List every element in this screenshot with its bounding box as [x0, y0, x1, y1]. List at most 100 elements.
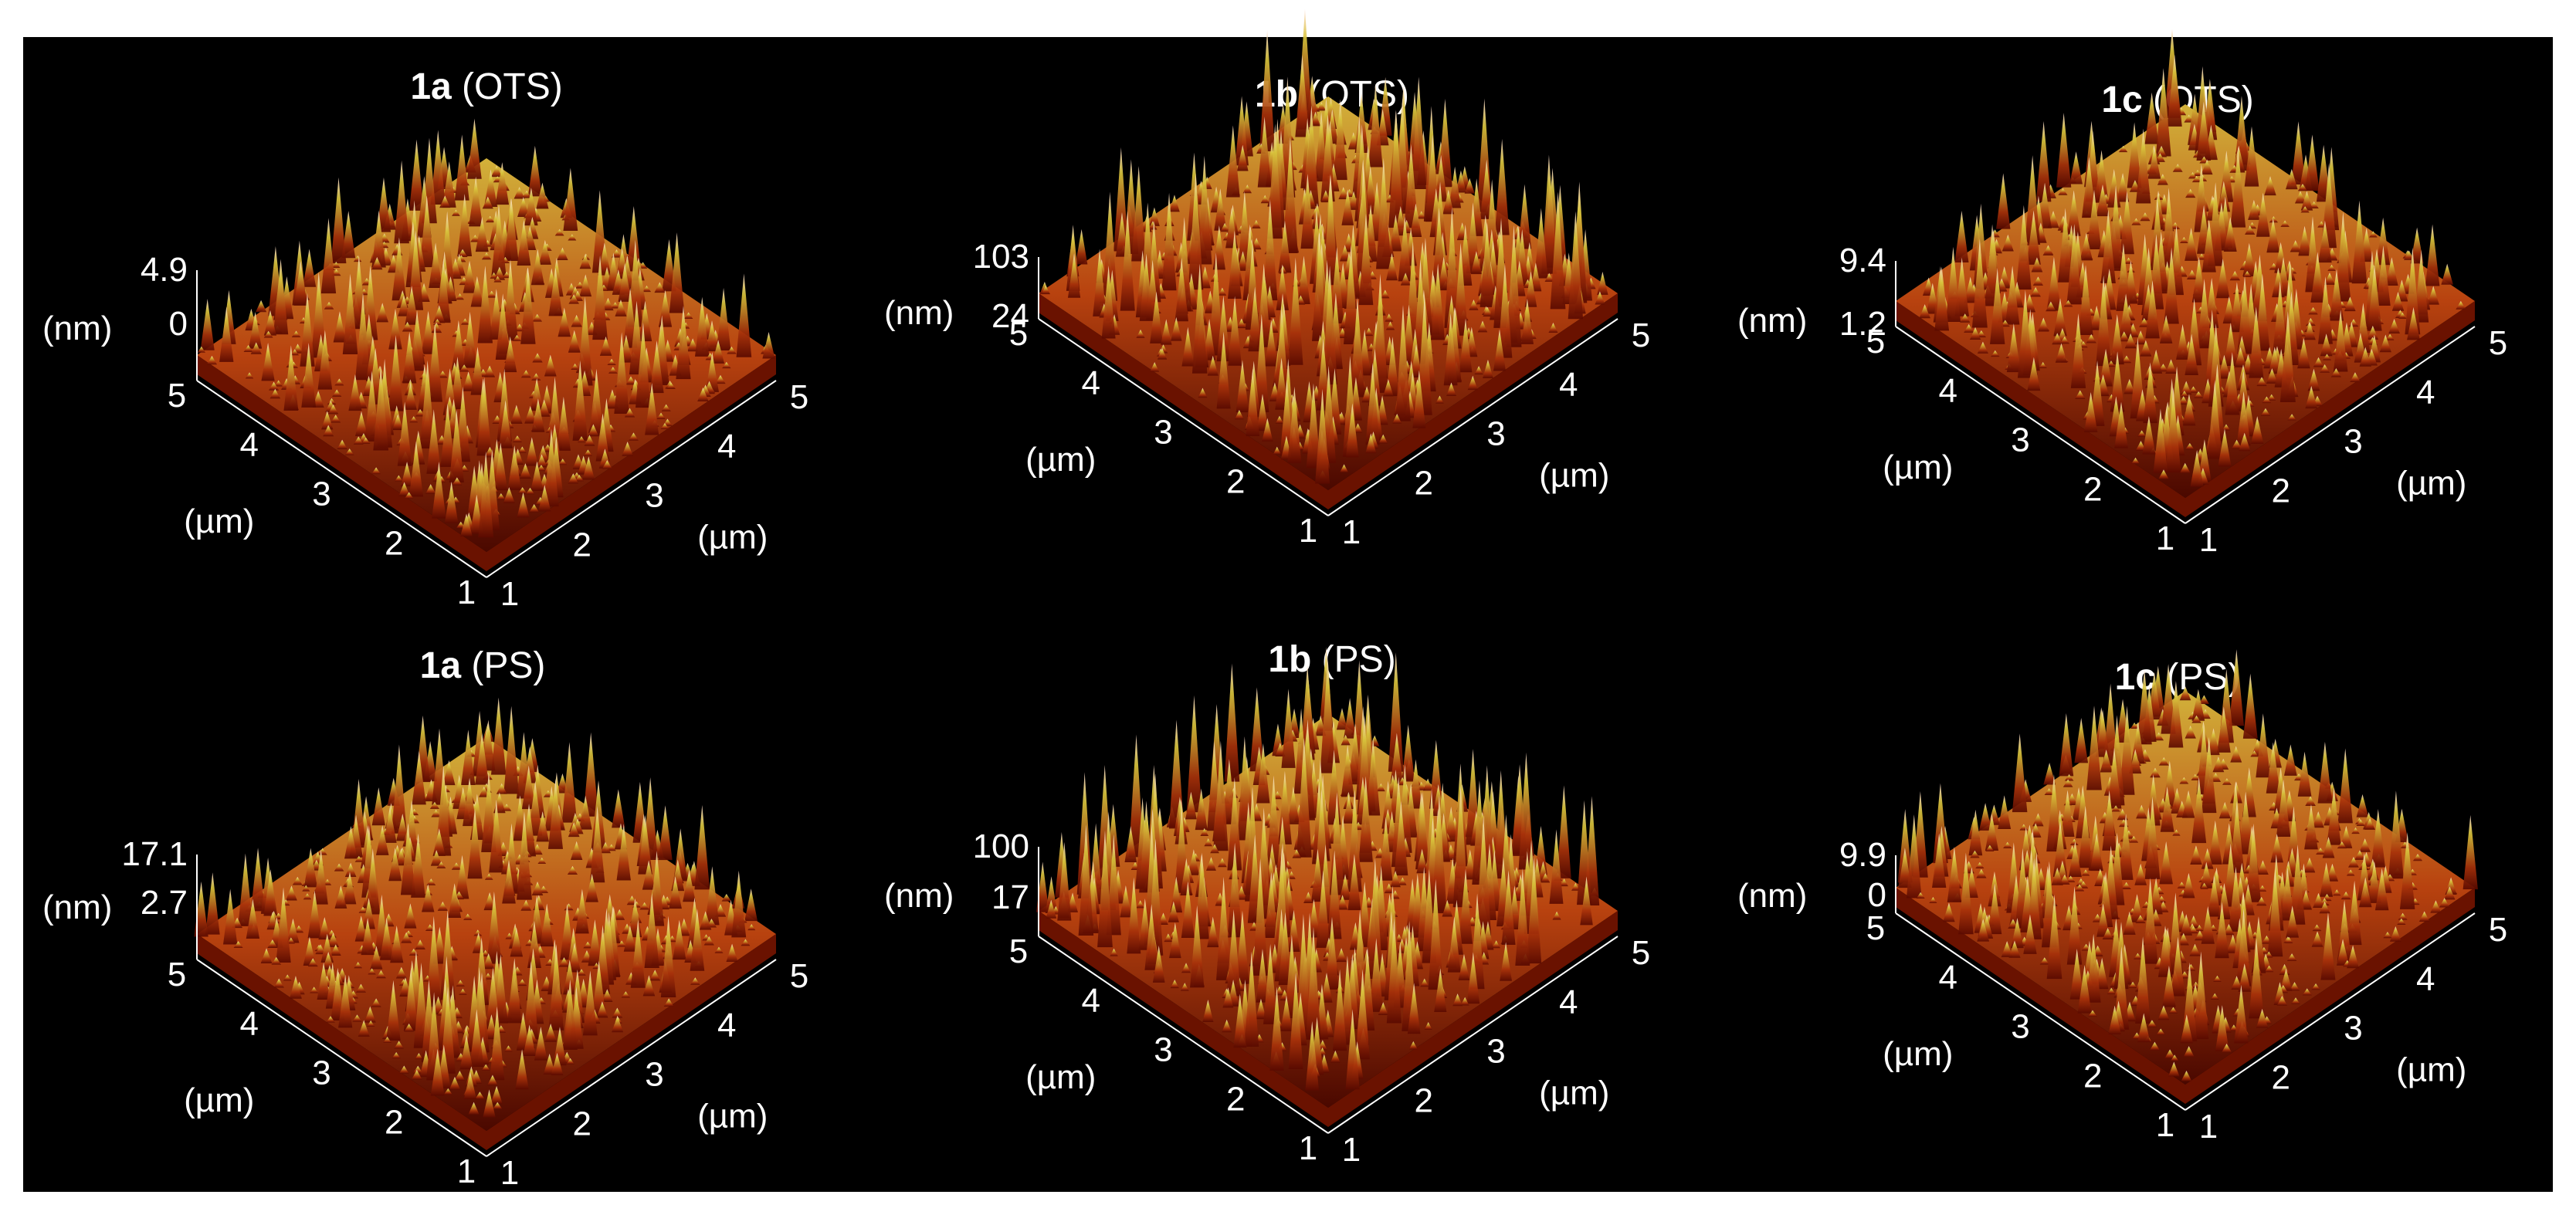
x-tick-label: 2: [1226, 1080, 1245, 1118]
x-tick-label: 2: [2083, 470, 2102, 508]
x-axis-line: [1038, 318, 1329, 516]
x-tick-label: 3: [1154, 1031, 1172, 1069]
y-tick-label: 5: [1632, 934, 1650, 972]
z-unit-label: (nm): [42, 310, 112, 347]
surface-texture: [1035, 647, 1600, 1091]
x-tick-label: 3: [2011, 421, 2029, 459]
y-tick-label: 2: [1415, 1081, 1433, 1119]
y-tick-label: 4: [1559, 366, 1578, 404]
z-unit-label: (nm): [884, 294, 954, 332]
x-unit-label: (µm): [1883, 448, 1953, 486]
y-tick-label: 4: [2416, 374, 2435, 411]
z-tick-label: 100: [973, 827, 1029, 865]
x-tick-label: 5: [1009, 315, 1028, 353]
y-tick-label: 5: [790, 957, 808, 995]
surface-texture: [194, 697, 758, 1118]
panel-substrate-label: (PS): [2166, 657, 2240, 698]
z-tick-label: 4.9: [141, 251, 188, 289]
afm-panel: 1b (PS) 100 17 (nm) 5 4 3 2 1 1 2 3 4 5 (µm) (µm): [884, 639, 1650, 1169]
y-tick-label: 5: [790, 378, 808, 416]
y-tick-label: 1: [1342, 1131, 1361, 1169]
x-tick-label: 2: [2083, 1057, 2102, 1095]
x-tick-label: 2: [385, 524, 403, 562]
y-axis-line: [2185, 326, 2476, 524]
z-tick-label: 17: [991, 878, 1029, 916]
x-tick-label: 3: [312, 476, 330, 513]
x-tick-label: 3: [312, 1054, 330, 1092]
x-tick-label: 3: [1154, 414, 1172, 452]
x-axis-line: [1895, 326, 2186, 524]
y-tick-label: 5: [1632, 316, 1650, 354]
y-tick-label: 2: [573, 1105, 591, 1142]
x-axis-line: [196, 959, 487, 1157]
x-tick-label: 2: [385, 1103, 403, 1141]
x-tick-label: 5: [1866, 323, 1885, 360]
y-tick-label: 2: [2272, 1058, 2290, 1096]
panel-title: 1c (PS): [2115, 657, 2241, 698]
afm-panel: 1a (OTS) 4.9 0 (nm) 5 4 3 2 1 1 2 3 4 5 (µm) (µm): [42, 66, 808, 613]
x-axis-line: [1895, 912, 2186, 1111]
x-tick-label: 4: [1082, 982, 1100, 1020]
y-tick-label: 4: [717, 1007, 736, 1044]
x-tick-label: 5: [168, 377, 186, 415]
z-tick-label: 24: [991, 297, 1029, 335]
y-axis-line: [486, 959, 777, 1157]
panel-title: 1b (PS): [1268, 639, 1395, 680]
y-unit-label: (µm): [1539, 1074, 1609, 1112]
x-unit-label: (µm): [184, 1081, 254, 1119]
panel-sample-label: 1c: [2101, 80, 2142, 120]
z-unit-label: (nm): [884, 877, 954, 915]
y-tick-label: 2: [573, 526, 591, 564]
z-tick-label: 0: [169, 305, 188, 343]
z-tick-label: 17.1: [121, 835, 188, 873]
surface-texture: [1039, 8, 1608, 484]
y-axis-line: [1327, 318, 1618, 516]
surface-texture: [197, 118, 775, 538]
y-axis-line: [486, 380, 777, 578]
x-axis-line: [196, 380, 487, 578]
y-unit-label: (µm): [2396, 1051, 2466, 1088]
x-tick-label: 4: [1939, 959, 1957, 997]
x-unit-label: (µm): [1025, 1058, 1096, 1096]
z-tick-label: 9.4: [1839, 242, 1886, 279]
y-tick-label: 4: [717, 428, 736, 465]
y-tick-label: 3: [1486, 1033, 1505, 1071]
x-tick-label: 1: [457, 1152, 476, 1190]
z-tick-label: 1.2: [1839, 305, 1886, 343]
surface-texture: [1897, 649, 2478, 1081]
panel-sample-label: 1b: [1268, 639, 1311, 680]
y-tick-label: 5: [2489, 911, 2507, 949]
x-tick-label: 4: [1939, 372, 1957, 410]
y-tick-label: 2: [2272, 472, 2290, 509]
y-unit-label: (µm): [697, 518, 768, 556]
surface-texture: [1919, 29, 2466, 487]
z-unit-label: (nm): [42, 888, 112, 926]
z-tick-label: 103: [973, 238, 1029, 276]
panel-sample-label: 1b: [1255, 74, 1298, 115]
x-tick-label: 1: [2156, 520, 2174, 557]
z-tick-label: 0: [1868, 876, 1886, 914]
y-tick-label: 3: [2344, 1010, 2362, 1047]
y-tick-label: 2: [1415, 464, 1433, 502]
y-unit-label: (µm): [2396, 464, 2466, 502]
y-tick-label: 1: [2199, 521, 2218, 559]
y-tick-label: 1: [500, 575, 519, 613]
x-tick-label: 5: [1866, 909, 1885, 947]
panel-substrate-label: (PS): [471, 645, 545, 686]
x-tick-label: 1: [1299, 1129, 1317, 1167]
y-tick-label: 1: [1342, 513, 1361, 551]
z-tick-label: 9.9: [1839, 836, 1886, 874]
panel-substrate-label: (OTS): [462, 66, 563, 107]
x-unit-label: (µm): [1025, 441, 1096, 479]
panel-title: 1a (PS): [420, 645, 546, 686]
afm-panel: 1c (PS) 9.90 (nm) 5 4 3 2 1 1 2 3 4 5 (µm) (µm): [1737, 649, 2507, 1146]
y-tick-label: 5: [2489, 324, 2507, 362]
z-tick-label: 2.7: [141, 884, 188, 922]
y-tick-label: 3: [645, 1056, 663, 1094]
panel-title: 1a (OTS): [410, 66, 562, 107]
panel-sample-label: 1a: [410, 66, 452, 107]
z-unit-label: (nm): [1737, 877, 1807, 915]
